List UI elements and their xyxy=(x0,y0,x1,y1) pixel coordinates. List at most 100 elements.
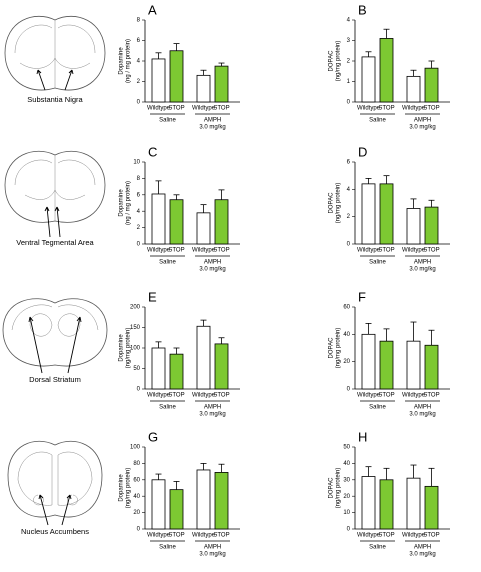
y-tick-label: 40 xyxy=(343,332,350,338)
y-tick-label: 50 xyxy=(133,366,140,372)
y-tick-label: 20 xyxy=(133,510,140,516)
y-tick-label: 4 xyxy=(137,59,141,65)
y-tick-label: 100 xyxy=(130,346,141,352)
x-tick-label: STOP xyxy=(378,533,394,539)
y-tick-label: 0 xyxy=(137,387,141,393)
y-tick-label: 4 xyxy=(347,187,351,193)
y-axis-label: DOPAC xyxy=(329,337,335,359)
group-label: AMPH xyxy=(204,405,221,411)
bar xyxy=(214,472,229,530)
group-label: AMPH xyxy=(204,260,221,266)
x-tick-label: Wildtype xyxy=(357,393,381,399)
x-tick-label: STOP xyxy=(168,393,184,399)
y-axis-label: (ng/mg protein) xyxy=(126,328,132,369)
y-tick-label: 1 xyxy=(347,79,351,85)
bar xyxy=(151,58,166,103)
bar xyxy=(379,479,394,530)
x-tick-label: Wildtype xyxy=(357,106,381,112)
panel-label: B xyxy=(358,2,367,17)
x-tick-label: Wildtype xyxy=(357,248,381,254)
y-tick-label: 80 xyxy=(133,461,140,467)
y-tick-label: 50 xyxy=(343,445,350,451)
x-tick-label: Wildtype xyxy=(147,393,171,399)
group-sublabel: 3.0 mg/kg xyxy=(199,552,225,558)
x-tick-label: Wildtype xyxy=(147,248,171,254)
group-sublabel: 3.0 mg/kg xyxy=(409,552,435,558)
x-tick-label: STOP xyxy=(378,393,394,399)
y-tick-label: 20 xyxy=(343,494,350,500)
y-tick-label: 6 xyxy=(137,192,141,198)
x-tick-label: STOP xyxy=(423,106,439,112)
y-tick-label: 2 xyxy=(137,79,141,85)
y-axis-label: (ng/mg protein) xyxy=(336,41,342,82)
y-axis-label: Dopamine xyxy=(119,47,125,75)
x-tick-label: STOP xyxy=(378,106,394,112)
x-tick-label: STOP xyxy=(168,533,184,539)
x-tick-label: STOP xyxy=(213,248,229,254)
y-tick-label: 40 xyxy=(133,494,140,500)
bar xyxy=(406,340,421,390)
x-tick-label: STOP xyxy=(168,106,184,112)
group-sublabel: 3.0 mg/kg xyxy=(199,412,225,418)
bar xyxy=(406,208,421,245)
y-tick-label: 0 xyxy=(347,527,351,533)
brain-section: Nucleus Accumbens xyxy=(7,441,103,536)
group-label: Saline xyxy=(369,118,386,124)
bar xyxy=(379,38,394,103)
y-axis-label: DOPAC xyxy=(329,50,335,72)
x-tick-label: STOP xyxy=(213,106,229,112)
x-tick-label: Wildtype xyxy=(192,393,216,399)
y-axis-label: (ng/mg protein) xyxy=(336,468,342,509)
y-tick-label: 20 xyxy=(343,359,350,365)
bar xyxy=(406,477,421,530)
y-tick-label: 4 xyxy=(137,209,141,215)
y-tick-label: 10 xyxy=(343,510,350,516)
panel-label: C xyxy=(148,144,157,159)
group-label: Saline xyxy=(159,545,176,551)
y-tick-label: 0 xyxy=(347,242,351,248)
group-sublabel: 3.0 mg/kg xyxy=(409,125,435,131)
y-tick-label: 0 xyxy=(347,387,351,393)
bar xyxy=(361,333,376,390)
brain-section: Substantia Nigra xyxy=(4,16,106,104)
y-tick-label: 2 xyxy=(137,225,141,231)
bar xyxy=(151,479,166,530)
panel-label: F xyxy=(358,289,366,304)
bar xyxy=(424,344,439,390)
panel-label: D xyxy=(358,144,367,159)
group-sublabel: 3.0 mg/kg xyxy=(409,412,435,418)
bar xyxy=(169,489,184,530)
bar xyxy=(361,183,376,245)
panel-label: G xyxy=(148,429,158,444)
bar xyxy=(169,50,184,103)
panel-label: H xyxy=(358,429,367,444)
x-tick-label: Wildtype xyxy=(147,106,171,112)
region-label: Substantia Nigra xyxy=(27,95,83,104)
y-tick-label: 3 xyxy=(347,38,351,44)
region-label: Ventral Tegmental Area xyxy=(16,238,94,247)
bar xyxy=(424,67,439,103)
x-tick-label: STOP xyxy=(423,393,439,399)
bar xyxy=(424,206,439,245)
bar xyxy=(169,353,184,390)
x-tick-label: STOP xyxy=(423,248,439,254)
group-label: Saline xyxy=(159,118,176,124)
bar xyxy=(361,476,376,530)
x-tick-label: STOP xyxy=(213,533,229,539)
y-tick-label: 150 xyxy=(130,325,141,331)
y-axis-label: Dopamine xyxy=(119,474,125,502)
y-axis-label: (ng/mg protein) xyxy=(336,183,342,224)
group-sublabel: 3.0 mg/kg xyxy=(199,125,225,131)
region-label: Dorsal Striatum xyxy=(29,375,81,384)
bar xyxy=(379,340,394,390)
x-tick-label: Wildtype xyxy=(192,106,216,112)
x-tick-label: Wildtype xyxy=(192,533,216,539)
bar xyxy=(151,193,166,245)
y-axis-label: Dopamine xyxy=(119,189,125,217)
y-axis-label: (ng/mg protein) xyxy=(126,468,132,509)
bar xyxy=(406,75,421,103)
bar xyxy=(424,485,439,530)
panel-label: A xyxy=(148,2,157,17)
y-tick-label: 0 xyxy=(137,527,141,533)
